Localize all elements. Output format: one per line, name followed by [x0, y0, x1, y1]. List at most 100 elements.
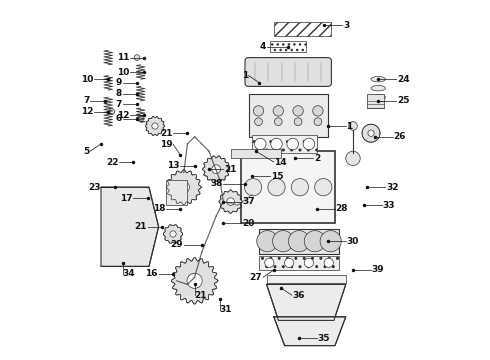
- Polygon shape: [267, 284, 346, 320]
- Ellipse shape: [371, 77, 386, 82]
- Text: 26: 26: [393, 132, 406, 141]
- Text: 36: 36: [293, 291, 305, 300]
- Text: 23: 23: [88, 183, 100, 192]
- Circle shape: [212, 165, 220, 174]
- Text: 25: 25: [397, 96, 410, 105]
- Text: 28: 28: [336, 204, 348, 213]
- Polygon shape: [146, 117, 165, 135]
- Circle shape: [134, 55, 140, 60]
- Circle shape: [324, 258, 333, 267]
- Text: 5: 5: [83, 147, 90, 156]
- Text: 9: 9: [116, 78, 122, 87]
- Circle shape: [313, 106, 323, 116]
- Text: 7: 7: [116, 100, 122, 109]
- Circle shape: [349, 122, 357, 130]
- Text: 14: 14: [274, 158, 287, 167]
- Circle shape: [304, 258, 314, 267]
- Text: 27: 27: [249, 273, 262, 282]
- Text: 19: 19: [160, 140, 172, 149]
- Bar: [259, 256, 339, 270]
- Circle shape: [294, 118, 302, 126]
- Circle shape: [227, 198, 234, 205]
- Text: 34: 34: [122, 269, 135, 278]
- Text: 4: 4: [260, 42, 266, 51]
- Circle shape: [368, 130, 374, 136]
- Circle shape: [253, 106, 264, 116]
- Circle shape: [272, 231, 294, 252]
- Text: 35: 35: [318, 334, 330, 343]
- Circle shape: [273, 106, 284, 116]
- Circle shape: [289, 231, 310, 252]
- Polygon shape: [101, 187, 159, 266]
- Polygon shape: [362, 124, 380, 142]
- Circle shape: [245, 179, 262, 196]
- Text: 13: 13: [167, 161, 179, 170]
- Text: 8: 8: [116, 89, 122, 98]
- Circle shape: [265, 258, 274, 267]
- Circle shape: [138, 116, 144, 122]
- Text: 7: 7: [83, 96, 90, 105]
- Circle shape: [109, 109, 115, 114]
- Bar: [267, 275, 346, 283]
- Text: 10: 10: [81, 75, 93, 84]
- Text: 11: 11: [117, 53, 129, 62]
- Bar: [166, 180, 187, 205]
- Circle shape: [304, 231, 325, 252]
- Text: 18: 18: [152, 204, 165, 213]
- Text: 21: 21: [224, 165, 237, 174]
- Circle shape: [187, 273, 202, 288]
- Circle shape: [274, 118, 282, 126]
- Bar: [252, 135, 317, 153]
- Circle shape: [303, 138, 315, 150]
- Bar: [270, 41, 306, 52]
- Polygon shape: [166, 170, 201, 205]
- Ellipse shape: [371, 86, 386, 91]
- Circle shape: [320, 231, 341, 252]
- Circle shape: [170, 231, 176, 237]
- Text: 15: 15: [271, 172, 283, 181]
- Circle shape: [271, 138, 282, 150]
- Text: 30: 30: [346, 237, 359, 246]
- Text: 37: 37: [242, 197, 255, 206]
- Circle shape: [314, 118, 322, 126]
- Ellipse shape: [371, 95, 386, 100]
- Text: 29: 29: [171, 240, 183, 249]
- Circle shape: [285, 258, 294, 267]
- Text: 12: 12: [117, 111, 129, 120]
- Polygon shape: [219, 190, 242, 213]
- Bar: [259, 229, 339, 254]
- Text: 2: 2: [314, 154, 320, 163]
- Text: 17: 17: [120, 194, 133, 202]
- Text: 33: 33: [383, 201, 395, 210]
- Text: 31: 31: [220, 305, 232, 314]
- Circle shape: [178, 181, 190, 193]
- Circle shape: [293, 106, 303, 116]
- Circle shape: [291, 179, 309, 196]
- Text: 32: 32: [386, 183, 399, 192]
- Text: 21: 21: [195, 291, 207, 300]
- Text: 12: 12: [80, 107, 93, 116]
- Bar: [242, 151, 335, 223]
- Text: 10: 10: [117, 68, 129, 77]
- Circle shape: [315, 179, 332, 196]
- FancyBboxPatch shape: [245, 58, 331, 86]
- Polygon shape: [172, 257, 218, 304]
- Bar: [248, 94, 328, 137]
- Text: 1: 1: [242, 71, 248, 80]
- Circle shape: [152, 123, 158, 129]
- Bar: [231, 149, 281, 158]
- Text: 22: 22: [106, 158, 118, 166]
- Text: 3: 3: [343, 21, 349, 30]
- Polygon shape: [203, 156, 230, 183]
- Text: 21: 21: [135, 222, 147, 231]
- Text: 39: 39: [372, 266, 384, 275]
- Circle shape: [287, 138, 298, 150]
- Bar: [368, 94, 384, 108]
- Circle shape: [255, 118, 262, 126]
- Circle shape: [346, 151, 360, 166]
- Polygon shape: [274, 317, 346, 346]
- Text: 6: 6: [116, 114, 122, 123]
- Circle shape: [257, 231, 278, 252]
- Polygon shape: [163, 225, 183, 243]
- Text: 24: 24: [397, 75, 410, 84]
